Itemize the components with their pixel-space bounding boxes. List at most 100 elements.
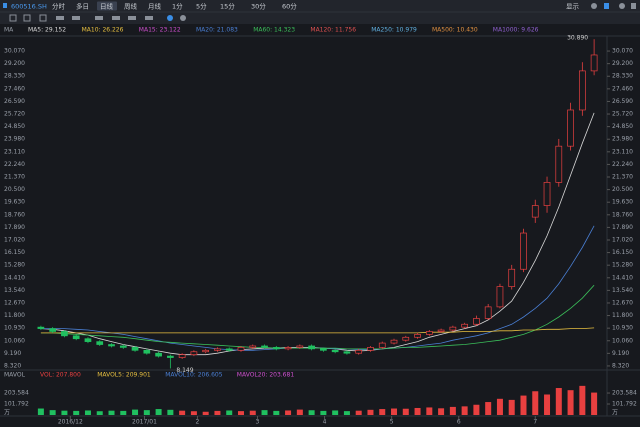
candle-body <box>249 345 257 348</box>
volume-bar <box>496 398 503 415</box>
x-tick-label: 2017/01 <box>132 419 157 426</box>
ma-legend: MA15: 23.122 <box>139 27 181 34</box>
period-selected <box>97 1 117 11</box>
y-tick-label: 20.500 <box>4 186 25 193</box>
volume-bar <box>567 390 574 415</box>
candle-body <box>343 351 351 354</box>
period-tab[interactable]: 60分 <box>282 2 297 11</box>
y-tick-label: 17.890 <box>4 224 25 231</box>
ma-line <box>40 327 595 334</box>
y-tick-label: 30.070 <box>612 48 633 55</box>
volume-bar <box>261 410 268 415</box>
y-tick-label: 24.850 <box>4 123 25 130</box>
candle-body <box>425 331 433 335</box>
y-tick-label: 17.020 <box>4 236 25 243</box>
candle-body <box>61 331 68 337</box>
volume-bar <box>555 388 562 415</box>
volume-bar <box>96 411 103 415</box>
period-tab[interactable]: 1分 <box>172 2 183 11</box>
y-tick-label: 15.280 <box>4 262 25 269</box>
y-tick-label: 24.850 <box>612 123 633 130</box>
candle-body <box>284 347 292 350</box>
y-tick-label: 15.280 <box>612 262 633 269</box>
y-tick-label: 10.930 <box>4 325 25 332</box>
y-tick-label: 20.500 <box>612 186 633 193</box>
volume-bar <box>520 395 527 415</box>
candle-body <box>143 349 151 354</box>
volume-bar <box>273 410 280 415</box>
period-tab[interactable]: 周线 <box>124 2 138 11</box>
volume-tick-label: 203.584 <box>612 390 637 397</box>
candle-body <box>496 286 504 308</box>
volume-bar <box>179 410 186 415</box>
y-tick-label: 10.060 <box>612 337 633 344</box>
volume-bar <box>308 410 315 415</box>
candle-body <box>214 348 221 351</box>
volume-bar <box>167 409 174 415</box>
ma-legend: MA1000: 9.626 <box>493 27 539 34</box>
ma-legend: MA60: 14.323 <box>253 27 295 34</box>
period-tab[interactable]: 分时 <box>52 2 66 11</box>
candle-body <box>531 205 539 218</box>
volume-bar <box>532 391 539 415</box>
period-tab[interactable]: 15分 <box>220 2 235 11</box>
candle-body <box>178 354 186 358</box>
y-tick-label: 11.800 <box>612 312 633 319</box>
period-tab[interactable]: 30分 <box>251 2 266 11</box>
candle-body <box>167 355 174 358</box>
volume-bar <box>379 409 386 415</box>
candle-body <box>543 182 551 206</box>
symbol[interactable]: 600516.SH <box>11 3 47 11</box>
x-tick-label: 2 <box>196 419 200 426</box>
candle-body <box>567 109 574 147</box>
y-tick-label: 9.190 <box>612 350 629 357</box>
volume-bar <box>544 394 551 415</box>
y-tick-label: 26.590 <box>612 98 633 105</box>
y-tick-label: 9.190 <box>4 350 21 357</box>
candle-body <box>449 326 457 331</box>
volume-bar <box>108 410 115 415</box>
volume-bar <box>402 408 409 415</box>
y-tick-label: 30.070 <box>4 48 25 55</box>
candle-body <box>296 345 304 348</box>
candle-body <box>190 351 198 356</box>
display-menu[interactable]: 显示 <box>566 3 580 11</box>
candle-body <box>508 268 516 287</box>
y-tick-label: 18.760 <box>612 211 633 218</box>
volume-legend: MAVOL10: 206.605 <box>165 372 223 379</box>
volume-bar <box>249 410 256 415</box>
candle-body <box>225 348 233 351</box>
candle-body <box>590 54 598 72</box>
volume-bar <box>190 411 197 415</box>
y-tick-label: 25.720 <box>612 111 633 118</box>
volume-bar <box>226 410 233 415</box>
x-tick-label: 6 <box>457 419 461 426</box>
volume-bar <box>461 406 468 415</box>
volume-bar <box>73 410 80 415</box>
candle-body <box>367 347 374 351</box>
volume-bar <box>367 409 374 415</box>
y-tick-label: 21.370 <box>612 174 633 181</box>
period-tab[interactable]: 5分 <box>196 2 207 11</box>
y-tick-label: 17.020 <box>612 236 633 243</box>
volume-bar <box>84 410 91 415</box>
candle-body <box>484 306 492 319</box>
period-tab[interactable]: 月线 <box>148 2 162 11</box>
period-tab[interactable]: 日线 <box>100 2 114 11</box>
volume-bar <box>120 410 127 415</box>
period-tab[interactable]: 多日 <box>76 2 89 11</box>
candle-body <box>155 352 162 357</box>
ma-line <box>40 284 595 350</box>
volume-bar <box>343 411 350 415</box>
y-tick-label: 27.460 <box>4 85 25 92</box>
candle-body <box>520 232 527 270</box>
y-tick-label: 29.200 <box>4 60 25 67</box>
candle-body <box>402 336 410 341</box>
y-tick-label: 13.540 <box>4 287 25 294</box>
volume-bar <box>426 407 433 415</box>
candle-body <box>261 345 268 348</box>
volume-legend: MAVOL5: 209.901 <box>97 372 151 379</box>
ma-legend: MA10: 26.226 <box>82 27 124 34</box>
